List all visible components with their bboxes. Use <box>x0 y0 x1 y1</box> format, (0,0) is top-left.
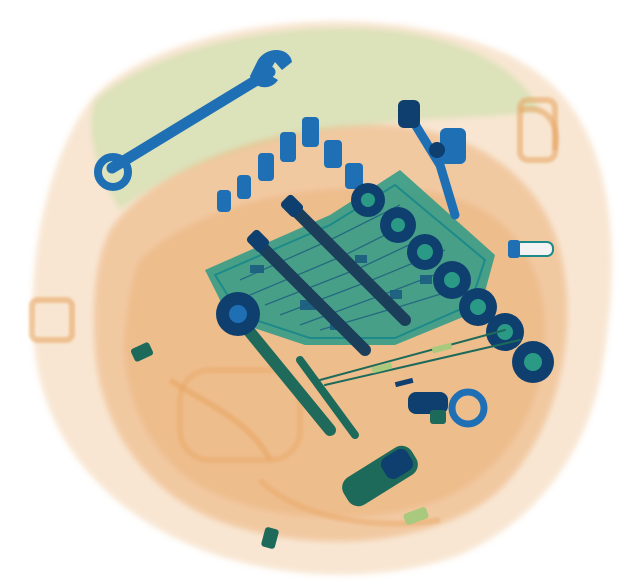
cylinder <box>342 445 418 507</box>
small-clips <box>130 240 554 549</box>
extension-bars <box>246 194 411 439</box>
resistors <box>319 329 521 388</box>
socket-set <box>217 117 554 383</box>
ratchet-handle <box>216 292 336 436</box>
bag-straps <box>29 97 559 527</box>
clamp <box>408 388 488 428</box>
pliers <box>398 100 466 220</box>
wrench <box>94 50 292 191</box>
